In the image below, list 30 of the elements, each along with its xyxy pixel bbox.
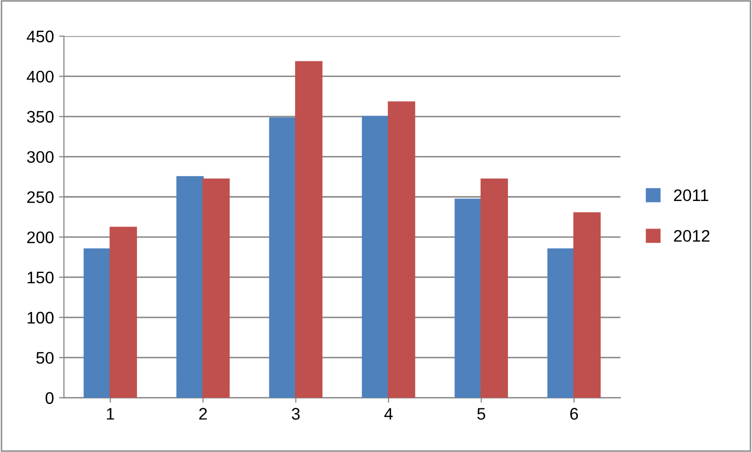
bar: [84, 248, 111, 398]
bar: [362, 116, 390, 398]
y-tick-label: 300: [27, 151, 54, 163]
bar: [547, 248, 575, 398]
bar: [388, 101, 416, 398]
bar: [269, 117, 296, 398]
y-tick-label: 350: [27, 110, 54, 123]
x-tick-label: 2: [199, 408, 207, 420]
y-tick-label: 150: [28, 272, 54, 284]
bar: [573, 212, 601, 398]
bar: [110, 226, 137, 398]
x-tick-label: 4: [384, 408, 393, 420]
legend-label: 2011: [674, 189, 708, 202]
bar: [176, 176, 204, 398]
y-tick-label: 200: [27, 231, 54, 244]
bar: [295, 61, 322, 398]
x-tick-label: 6: [570, 408, 578, 420]
y-tick-label: 450: [26, 30, 54, 42]
bar: [480, 178, 508, 398]
legend-label: 2012: [674, 230, 710, 242]
x-tick-label: 1: [106, 408, 114, 420]
y-tick-label: 50: [36, 352, 54, 364]
bar: [454, 198, 482, 398]
bar: [202, 178, 230, 398]
x-tick-label: 3: [292, 408, 300, 420]
y-tick-label: 100: [28, 312, 54, 324]
y-tick-label: 400: [26, 70, 54, 83]
y-tick-label: 0: [46, 392, 54, 404]
x-tick-label: 5: [477, 408, 486, 420]
y-tick-label: 250: [27, 191, 54, 204]
